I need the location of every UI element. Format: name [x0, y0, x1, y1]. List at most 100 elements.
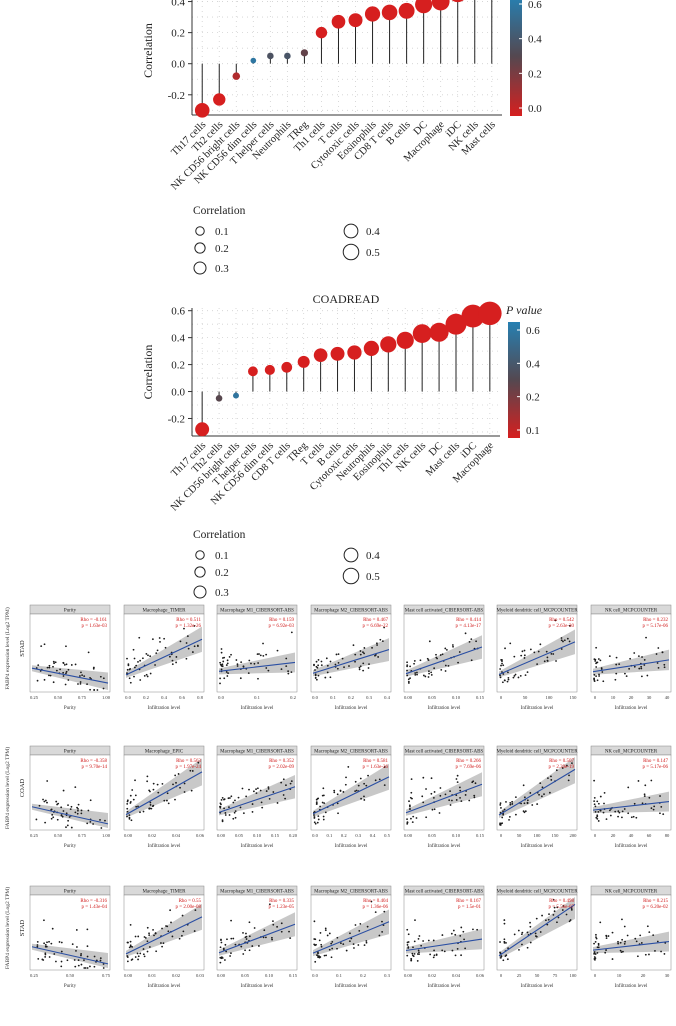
- scatter-point: [99, 675, 102, 678]
- scatter-x-tick-label: 0: [594, 973, 597, 978]
- scatter-point: [80, 963, 83, 966]
- scatter-point: [144, 937, 147, 939]
- scatter-x-tick-label: 0.00: [404, 833, 413, 838]
- scatter-x-axis-label: Infiltration level: [335, 706, 368, 711]
- scatter-point: [594, 805, 597, 808]
- scatter-x-tick-label: 50: [523, 695, 528, 700]
- scatter-point: [285, 784, 287, 787]
- scatter-point: [313, 920, 316, 923]
- regression-line: [218, 786, 296, 813]
- scatter-point: [147, 654, 149, 657]
- scatter-point: [648, 953, 650, 956]
- scatter-point: [595, 666, 598, 668]
- scatter-point: [614, 678, 617, 681]
- scatter-point: [407, 678, 410, 681]
- scatter-x-tick-label: 10: [617, 973, 622, 978]
- scatter-point: [220, 651, 223, 654]
- scatter-point: [406, 674, 409, 677]
- scatter-x-tick-label: 0.2: [290, 695, 296, 700]
- size-legend-circle: [193, 585, 207, 599]
- rho-label: Rho = 0.563: [176, 759, 201, 764]
- scatter-point: [225, 671, 228, 673]
- color-bar-tick-label: 0.2: [526, 392, 540, 404]
- scatter-point: [331, 940, 334, 943]
- rho-label: Rho = -0.358: [80, 759, 107, 764]
- p-value-label: p = 4.13e-17: [456, 624, 482, 629]
- scatter-point: [555, 660, 557, 662]
- scatter-point: [637, 780, 640, 782]
- scatter-point: [476, 928, 479, 931]
- scatter-point: [253, 662, 256, 665]
- scatter-point: [334, 663, 337, 666]
- scatter-point: [226, 659, 229, 662]
- scatter-point: [317, 815, 320, 818]
- size-legend-circle: [194, 566, 206, 578]
- scatter-point: [600, 667, 603, 669]
- scatter-point: [166, 799, 168, 802]
- scatter-point: [55, 669, 58, 672]
- scatter-x-tick-label: 150: [552, 833, 560, 838]
- scatter-point: [550, 652, 553, 655]
- scatter-x-tick-label: 75: [553, 973, 558, 978]
- scatter-point: [529, 792, 532, 794]
- scatter-point: [230, 919, 232, 922]
- scatter-point: [44, 953, 47, 956]
- scatter-point: [142, 810, 145, 813]
- scatter-point: [314, 944, 316, 947]
- scatter-point: [70, 805, 73, 808]
- scatter-point: [169, 909, 172, 912]
- scatter-point: [322, 787, 325, 790]
- scatter-point: [178, 937, 181, 940]
- scatter-point: [313, 821, 316, 824]
- panel-title: Myeloid dendritic cell_MCPCOUNTER: [496, 609, 578, 614]
- scatter-point: [219, 677, 222, 680]
- scatter-point: [441, 653, 444, 656]
- scatter-point: [523, 654, 526, 657]
- scatter-point: [50, 942, 53, 945]
- p-value-label: p = 1.36e-06: [363, 905, 389, 910]
- scatter-point: [143, 955, 146, 958]
- scatter-point: [128, 814, 131, 817]
- scatter-point: [456, 774, 459, 777]
- scatter-x-axis-label: Infiltration level: [148, 844, 181, 849]
- lollipop-dot: [380, 336, 397, 353]
- scatter-point: [258, 945, 260, 947]
- scatter-point: [522, 784, 525, 787]
- scatter-point: [640, 665, 643, 668]
- scatter-point: [597, 946, 600, 949]
- scatter-point: [285, 665, 288, 668]
- panel-title: Macrophage M1_CIBERSORT-ABS: [220, 750, 294, 755]
- scatter-point: [599, 809, 602, 812]
- p-value-label: p = 1.32e-26: [176, 624, 202, 629]
- scatter-point: [134, 794, 137, 797]
- scatter-point: [239, 677, 242, 680]
- scatter-point: [416, 673, 418, 676]
- scatter-x-tick-label: 0.0: [312, 695, 318, 700]
- scatter-point: [568, 774, 570, 777]
- scatter-point: [430, 671, 433, 674]
- scatter-x-tick-label: 0: [594, 695, 597, 700]
- scatter-point: [367, 774, 369, 777]
- scatter-point: [363, 647, 366, 649]
- scatter-point: [322, 794, 325, 797]
- scatter-point: [506, 680, 509, 683]
- scatter-point: [464, 794, 467, 796]
- scatter-point: [617, 810, 620, 813]
- scatter-x-axis-label: Infiltration level: [148, 706, 181, 711]
- confidence-band: [406, 635, 482, 677]
- scatter-point: [646, 925, 649, 928]
- scatter-point: [129, 802, 132, 804]
- scatter-point: [171, 663, 174, 666]
- scatter-point: [374, 911, 377, 913]
- scatter-point: [594, 810, 597, 813]
- scatter-point: [415, 817, 418, 819]
- scatter-point: [354, 924, 357, 926]
- scatter-point: [428, 640, 431, 643]
- scatter-point: [44, 799, 47, 802]
- scatter-point: [432, 939, 435, 942]
- scatter-point: [219, 802, 222, 805]
- scatter-point: [514, 813, 517, 816]
- scatter-point: [237, 796, 240, 799]
- scatter-point: [526, 802, 529, 805]
- scatter-point: [633, 665, 636, 668]
